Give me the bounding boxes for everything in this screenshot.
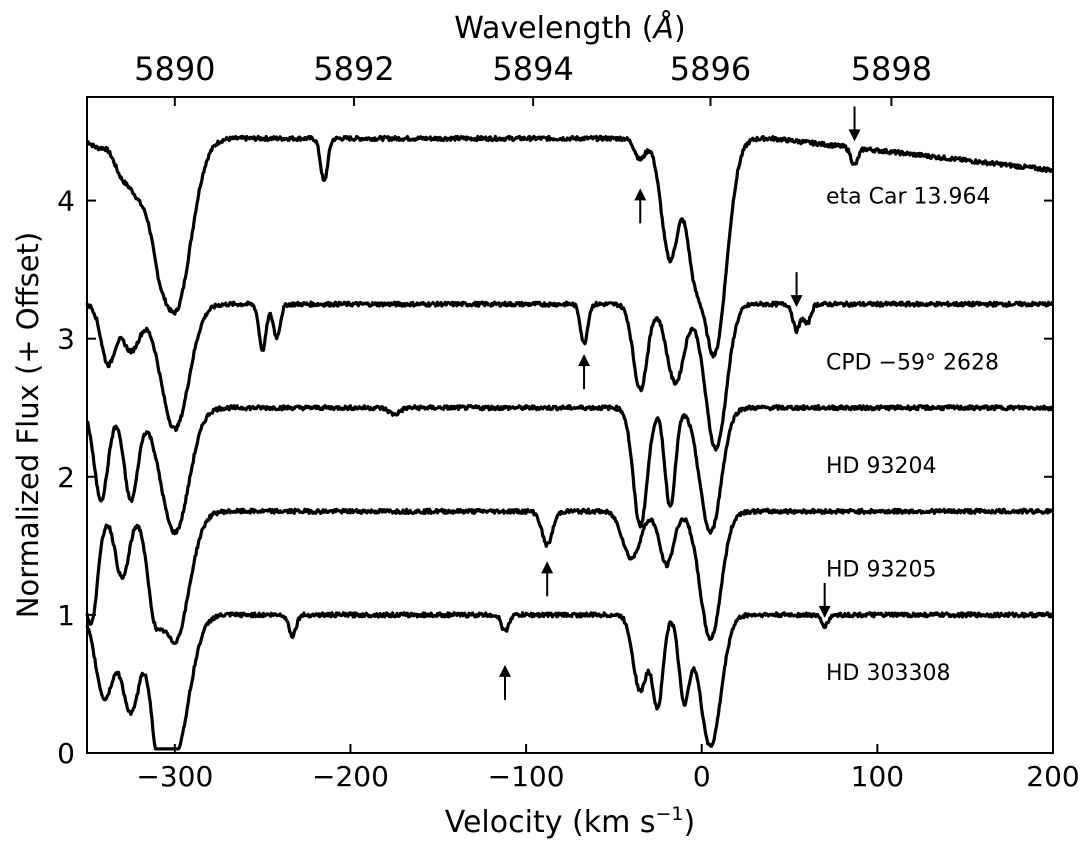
x-tick-label: 0 bbox=[693, 760, 711, 793]
marker-arrow-2-1 bbox=[578, 354, 591, 390]
y-tick-label: 4 bbox=[57, 185, 75, 218]
top-tick-label: 5898 bbox=[851, 50, 932, 88]
top-tick-label: 5890 bbox=[134, 50, 215, 88]
spectrum-line-1 bbox=[86, 134, 1055, 359]
plot-area: eta Car 13.964 CPD −59° 2628 HD 93204 HD 93… bbox=[85, 106, 1055, 751]
series-label-5: HD 303308 bbox=[826, 661, 950, 686]
y-tick-label: 0 bbox=[57, 737, 75, 770]
marker-arrow-4-1 bbox=[541, 561, 554, 597]
plot-frame bbox=[86, 96, 1054, 754]
x-tick-label: 100 bbox=[851, 760, 904, 793]
spectrum-line-3 bbox=[85, 404, 1055, 536]
y-tick-label: 3 bbox=[57, 323, 75, 356]
top-tick-label: 5896 bbox=[670, 50, 751, 88]
marker-arrow-5-1 bbox=[499, 664, 512, 700]
marker-arrow-1-2 bbox=[848, 106, 861, 142]
x-tick-label: −100 bbox=[488, 760, 565, 793]
series-label-3: HD 93204 bbox=[826, 454, 936, 479]
spectrum-line-4 bbox=[85, 507, 1055, 645]
series-label-2: CPD −59° 2628 bbox=[826, 350, 999, 375]
marker-arrow-5-2 bbox=[818, 582, 831, 618]
top-axis-label: Wavelength (Å) bbox=[454, 10, 685, 46]
top-tick-label: 5892 bbox=[313, 50, 394, 88]
axis-ticks: −300 −200 −100 0 100 200 0 1 2 3 4 5890 5892 5894 5896… bbox=[57, 50, 1080, 793]
marker-arrow-1-1 bbox=[634, 188, 647, 224]
y-axis-label: Normalized Flux (+ Offset) bbox=[11, 232, 45, 618]
series-label-4: HD 93205 bbox=[826, 558, 936, 583]
y-tick-label: 2 bbox=[57, 461, 75, 494]
x-axis-label: Velocity (km s−1) bbox=[445, 803, 695, 840]
top-tick-label: 5894 bbox=[492, 50, 573, 88]
spectrum-line-2 bbox=[85, 300, 1054, 452]
spectrum-line-5 bbox=[85, 611, 1054, 751]
x-tick-label: −200 bbox=[312, 760, 389, 793]
x-tick-label: 200 bbox=[1026, 760, 1079, 793]
marker-arrow-2-2 bbox=[790, 272, 803, 308]
series-label-1: eta Car 13.964 bbox=[826, 185, 991, 210]
y-tick-label: 1 bbox=[57, 599, 75, 632]
x-tick-label: −300 bbox=[136, 760, 213, 793]
